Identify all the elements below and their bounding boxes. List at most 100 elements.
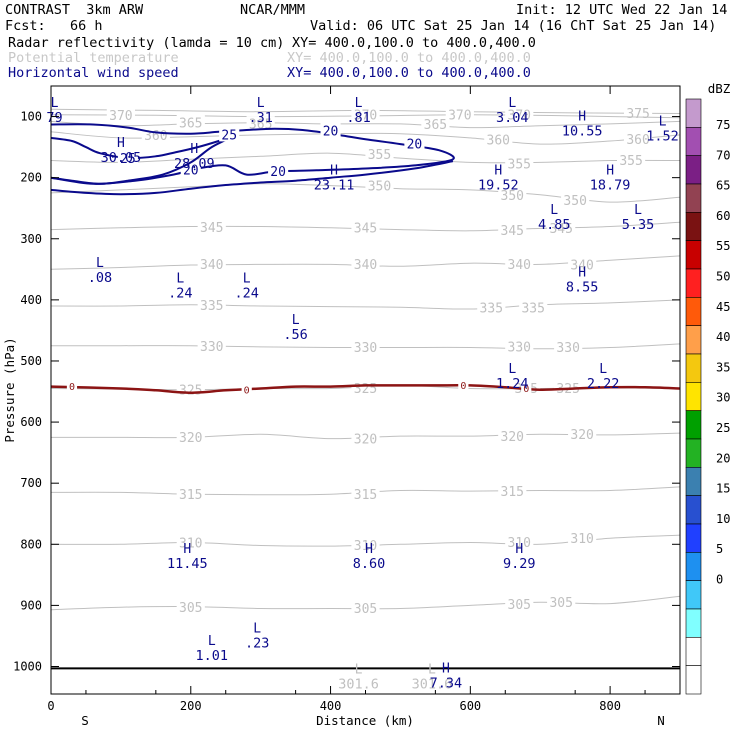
extremum-value: 2.22: [587, 376, 620, 392]
extremum-l-marker: L: [599, 362, 607, 377]
y-tick-label: 400: [20, 293, 42, 307]
theta-contour-label: 340: [200, 258, 223, 273]
extremum-value: 8.60: [353, 556, 386, 572]
theta-contour-label: 360: [626, 133, 649, 148]
colorbar-swatch: [685, 183, 702, 213]
colorbar-swatch: [685, 268, 702, 298]
zero-dbz-label-bg: [66, 380, 78, 392]
zero-dbz-contour: 0 0 0 0: [50, 379, 681, 396]
theta-label-bg: [176, 599, 205, 614]
colorbar-swatch: [685, 212, 702, 241]
theta-contour-label: 370: [109, 109, 132, 124]
theta-contour-label: 320: [354, 432, 377, 447]
theta-label-bg: [616, 152, 646, 168]
wind-contour-label: 20: [183, 163, 199, 178]
colorbar-label: 0: [716, 573, 723, 587]
theta-label-bg: [351, 219, 380, 235]
theta-label-bg: [246, 116, 275, 131]
theta-label-bg: [554, 339, 583, 355]
y-axis-title: Pressure (hPa): [2, 337, 17, 442]
theta-contour-label: 355: [368, 148, 391, 163]
zero-dbz-label-bg: [241, 383, 252, 395]
theta-contour-line: [50, 299, 681, 310]
extremum-l-marker: L: [508, 362, 516, 377]
colorbar-label: 10: [716, 512, 730, 526]
theta-contour-label: 365: [424, 118, 447, 133]
colorbar-swatch: [685, 98, 702, 128]
extremum-h-marker: H: [606, 163, 614, 178]
theta-label-bg: [365, 146, 394, 161]
center-title: NCAR/MMM: [240, 2, 306, 18]
theta-contour-label: 320: [179, 431, 202, 446]
theta-label-bg: [176, 486, 205, 501]
y-tick-label: 900: [20, 598, 42, 612]
theta-label-bg: [421, 116, 450, 131]
theta-label-bg: [365, 177, 394, 193]
extremum-value: 301.6: [338, 677, 379, 693]
theta-label-bg: [351, 339, 380, 355]
extremum-l-marker: L: [96, 256, 104, 271]
theta-contour-label: 340: [570, 259, 593, 274]
init-time: Init: 12 UTC Wed 22 Jan 14: [516, 2, 728, 18]
theta-label-bg: [505, 534, 534, 549]
extremum-h-marker: H: [578, 265, 586, 280]
colorbar-label: 65: [716, 179, 730, 193]
extremum-l-marker: L: [243, 271, 251, 286]
theta-label-bg: [519, 300, 548, 315]
extremum-h-marker: H: [494, 163, 502, 178]
y-tick-label: 600: [20, 415, 42, 429]
extremum-value: 30.05: [101, 150, 142, 166]
theta-contour-label: 315: [179, 488, 202, 503]
zero-dbz-label-bg: [458, 379, 469, 391]
x-axis-title: Distance (km): [316, 713, 414, 728]
extremum-value: .56: [283, 327, 307, 343]
theta-contour-label: 370: [354, 108, 377, 123]
theta-contour-label: 305: [179, 601, 202, 616]
colorbar-swatch: [685, 523, 702, 553]
zero-dbz-contour-label: 0: [523, 384, 529, 395]
extremum-l-marker: L: [508, 96, 516, 111]
colorbar-label: 55: [716, 239, 730, 253]
theta-contour-label: 305: [508, 598, 531, 613]
colorbar-swatch: [685, 353, 702, 383]
colorbar-swatch: [685, 665, 702, 695]
theta-contour-label: 350: [501, 189, 524, 204]
theta-label-bg: [568, 257, 597, 272]
wind-label-bg: [404, 136, 425, 151]
x-axis-left-end: S: [81, 713, 89, 728]
field3-xy: XY= 400.0,100.0 to 400.0,400.0: [287, 65, 531, 81]
wind-contour-line: [50, 133, 238, 185]
extremum-l-marker: L: [355, 96, 363, 111]
theta-label-bg: [561, 192, 590, 207]
colorbar-label: 15: [716, 482, 730, 496]
y-tick-label: 300: [20, 232, 42, 246]
wind-contour-label: 20: [323, 124, 339, 139]
theta-contour-label: 350: [368, 179, 391, 194]
extremum-l-marker: L: [257, 96, 265, 111]
extremum-h-marker: H: [190, 142, 198, 157]
colorbar-swatch: [685, 382, 702, 411]
extremum-h-marker: H: [330, 163, 338, 178]
extremum-h-marker: H: [515, 542, 523, 557]
theta-label-bg: [484, 131, 513, 147]
zero-dbz-contour-label: 0: [460, 381, 466, 392]
theta-label-bg: [351, 256, 380, 271]
theta-label-bg: [176, 429, 205, 444]
field1-name: Radar reflectivity (lamda = 10 cm): [8, 35, 285, 51]
theta-label-bg: [623, 131, 653, 146]
wind-contour-label: 20: [407, 138, 423, 153]
theta-label-bg: [498, 428, 527, 443]
theta-contour-label: 360: [487, 133, 510, 148]
valid-time: Valid: 06 UTC Sat 25 Jan 14 (16 ChT Sat …: [310, 18, 717, 34]
colorbar-swatch: [685, 325, 702, 355]
wind-label-bg: [268, 163, 289, 179]
extremum-l-marker: L: [428, 663, 436, 678]
theta-label-bg: [176, 535, 205, 550]
field1-xy: XY= 400.0,100.0 to 400.0,400.0: [292, 35, 536, 51]
extremum-l-marker: L: [550, 203, 558, 218]
theta-label-bg: [568, 530, 597, 545]
theta-label-bg: [197, 219, 226, 234]
extremum-value: 7.34: [430, 675, 463, 691]
